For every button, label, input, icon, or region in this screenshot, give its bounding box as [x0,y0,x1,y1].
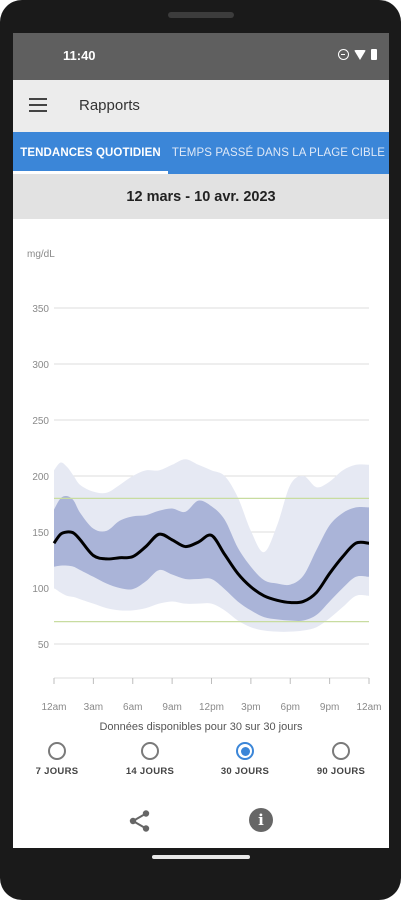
bottom-action-bar: i [13,798,389,842]
y-axis-unit-label: mg/dL [27,249,55,260]
x-tick-label: 12pm [199,702,224,713]
do-not-disturb-icon [338,49,349,60]
home-indicator [152,855,250,859]
y-tick-label: 300 [32,360,49,371]
share-icon[interactable] [127,808,153,834]
x-tick-label: 6pm [281,702,300,713]
y-tick-label: 150 [32,528,49,539]
median-line [52,530,370,605]
radio-30-days[interactable] [236,742,254,760]
period-14-days[interactable]: 14 JOURS [110,739,190,777]
page-title: Rapports [79,97,140,114]
period-30-days[interactable]: 30 JOURS [205,739,285,777]
percentile-25-75-band [54,496,369,621]
period-7-days[interactable]: 7 JOURS [17,739,97,777]
period-label-7-days: 7 JOURS [35,766,79,777]
x-tick-label: 6am [123,702,142,713]
battery-icon [371,49,377,60]
radio-7-days[interactable] [48,742,66,760]
period-90-days[interactable]: 90 JOURS [301,739,381,777]
y-tick-label: 50 [38,640,50,651]
date-range: 12 mars - 10 avr. 2023 [13,174,389,219]
info-icon[interactable]: i [249,808,273,832]
period-selector: 7 JOURS 14 JOURS 30 JOURS 90 JOURS [13,739,389,785]
phone-speaker [168,12,234,18]
y-tick-label: 250 [32,416,49,427]
x-tick-label: 9pm [320,702,339,713]
x-tick-label: 3pm [241,702,260,713]
tab-daily-trends[interactable]: TENDANCES QUOTIDIEN [13,132,168,174]
status-bar: 11:40 [13,33,389,80]
status-icons [338,49,377,60]
data-availability-text: Données disponibles pour 30 sur 30 jours [99,721,303,733]
radio-90-days[interactable] [332,742,350,760]
x-tick-label: 12am [356,702,381,713]
y-tick-label: 350 [32,304,49,315]
wifi-icon [354,49,366,60]
y-tick-label: 200 [32,472,49,483]
x-tick-label: 12am [41,702,66,713]
y-tick-label: 100 [32,584,49,595]
app-bar: Rapports [13,80,389,132]
period-label-14-days: 14 JOURS [125,766,175,777]
period-label-30-days: 30 JOURS [220,766,270,777]
x-tick-label: 3am [84,702,103,713]
report-tabs: TENDANCES QUOTIDIEN TEMPS PASSÉ DANS LA … [13,132,389,174]
status-time: 11:40 [63,48,96,63]
period-label-90-days: 90 JOURS [316,766,366,777]
glucose-trend-chart: mg/dL 50 100 150 200 250 300 350 12am 3am 6am 9am 12… [13,219,389,719]
app-screen: 11:40 Rapports TENDANCES QUOTIDIEN TEMPS… [13,33,389,848]
tab-time-in-range[interactable]: TEMPS PASSÉ DANS LA PLAGE CIBLE [171,147,386,159]
x-tick-label: 9am [162,702,181,713]
radio-14-days[interactable] [141,742,159,760]
hamburger-menu-icon[interactable] [29,98,47,112]
chart-svg: mg/dL 50 100 150 200 250 300 350 12am 3am 6am 9am 12… [27,249,382,713]
